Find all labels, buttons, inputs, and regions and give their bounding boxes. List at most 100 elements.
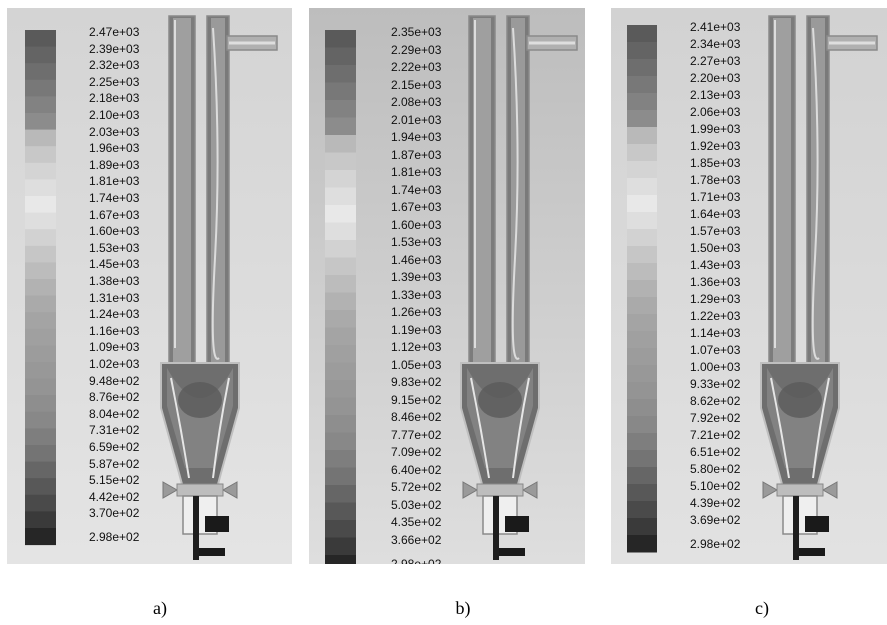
legend-swatch	[627, 331, 657, 349]
legend-tick-label: 2.47e+03	[89, 25, 140, 39]
legend-tick-label: 1.45e+03	[89, 257, 140, 272]
legend-swatch	[25, 478, 56, 496]
legend-swatch	[627, 76, 657, 94]
reactor-geometry	[460, 15, 578, 560]
legend-swatch	[627, 365, 657, 383]
legend-swatch	[25, 428, 56, 446]
legend-tick-label: 2.10e+03	[89, 108, 140, 122]
legend-tick-label: 6.40e+02	[391, 462, 442, 477]
contour-plot-a	[7, 8, 292, 564]
legend-swatch	[627, 501, 657, 519]
legend-tick-label: 1.99e+03	[690, 122, 741, 136]
legend-tick-label: 5.72e+02	[391, 480, 442, 494]
legend-tick-label: 8.76e+02	[89, 390, 140, 405]
legend-tick-label: 9.15e+02	[391, 392, 442, 407]
legend-tick-label: 2.06e+03	[690, 105, 741, 119]
legend-tick-label: 1.24e+03	[89, 307, 140, 322]
legend-tick-label: 1.78e+03	[690, 173, 741, 187]
legend-tick-label: 2.15e+03	[391, 77, 442, 92]
contour-panel-b: 2.35e+03 2.29e+03 2.22e+03 2.15e+03 2.08e+03…	[309, 8, 585, 564]
legend-tick-label: 7.21e+02	[690, 428, 741, 442]
legend-tick-label: 2.13e+03	[690, 88, 741, 102]
legend-tick-label: 7.09e+02	[391, 445, 442, 459]
legend-swatch	[325, 555, 356, 564]
legend-tick-label: 1.60e+03	[391, 217, 442, 232]
nozzle-left	[162, 481, 179, 499]
legend-swatch	[627, 535, 657, 553]
contour-panel-c: 2.41e+03 2.34e+03 2.27e+03 2.20e+03 2.13e+03…	[611, 8, 887, 564]
legend-swatch	[627, 246, 657, 264]
legend-tick-label: 2.39e+03	[89, 41, 140, 56]
legend-swatch	[627, 59, 657, 77]
legend-swatch	[25, 162, 56, 180]
legend-swatch	[325, 380, 356, 398]
legend-swatch	[627, 144, 657, 162]
legend-swatch	[325, 362, 356, 381]
legend-swatch	[325, 502, 356, 521]
legend-tick-label: 5.80e+02	[690, 462, 741, 476]
legend-swatch	[325, 310, 356, 328]
legend-swatch	[627, 195, 657, 213]
legend-tick-label: 1.60e+03	[89, 224, 140, 239]
contour-panel-a: 2.47e+03 2.39e+03 2.32e+03 2.25e+03 2.18e+03…	[7, 8, 292, 564]
legend-tick-label: 1.19e+03	[391, 322, 442, 337]
legend-swatch	[25, 395, 56, 413]
legend-swatch	[325, 432, 356, 451]
legend-swatch	[325, 292, 356, 311]
legend-tick-label: 1.74e+03	[391, 182, 442, 197]
legend-swatch	[325, 65, 356, 83]
feed-inlet-block	[805, 516, 829, 532]
legend-tick-label: 1.05e+03	[391, 357, 442, 372]
legend-tick-label: 1.26e+03	[391, 305, 442, 319]
legend-swatch	[25, 46, 56, 64]
legend-tick-label: 2.41e+03	[690, 20, 741, 34]
legend-tick-label: 1.16e+03	[89, 323, 140, 338]
legend-tick-label: 2.18e+03	[89, 91, 140, 106]
legend-tick-label: 5.03e+02	[391, 497, 442, 512]
legend-swatch	[325, 345, 356, 363]
legend-tick-label: 1.07e+03	[690, 343, 741, 357]
legend-tick-label: 1.67e+03	[89, 207, 140, 222]
legend-swatch	[325, 222, 356, 241]
legend-swatch	[325, 397, 356, 416]
nozzle-right	[221, 481, 238, 499]
legend-swatch	[627, 297, 657, 315]
feed-inlet-lower	[499, 548, 525, 556]
legend-tick-label: 5.87e+02	[89, 456, 140, 471]
legend-tick-label: 4.35e+02	[391, 515, 442, 529]
legend-swatch	[627, 416, 657, 434]
legend-tick-label: 1.36e+03	[690, 275, 741, 289]
legend-swatch	[627, 212, 657, 230]
legend-tick-label: 1.74e+03	[89, 191, 140, 205]
legend-tick-label: 1.31e+03	[89, 290, 140, 305]
feed-pipe	[493, 496, 499, 560]
legend-swatch	[25, 79, 56, 97]
legend-tick-label: 1.50e+03	[690, 241, 741, 255]
legend-swatch	[25, 362, 56, 380]
legend-tick-label: 1.57e+03	[690, 224, 741, 238]
feed-inlet-lower	[199, 548, 225, 556]
legend-swatch	[325, 100, 356, 118]
legend-tick-label: 1.46e+03	[391, 252, 442, 267]
legend-swatch	[25, 461, 56, 479]
legend-swatch	[325, 82, 356, 101]
legend-swatch	[325, 450, 356, 468]
legend-tick-label: 1.81e+03	[391, 165, 442, 179]
legend-tick-label: 1.02e+03	[89, 357, 140, 371]
legend-tick-label: 1.92e+03	[690, 139, 741, 153]
legend-swatch	[25, 445, 56, 463]
legend-tick-label: 1.12e+03	[391, 340, 442, 354]
nozzle-left	[462, 481, 479, 499]
legend-swatch	[325, 117, 356, 136]
nozzle-right	[821, 481, 838, 499]
legend-swatch	[25, 312, 56, 330]
legend-swatch	[325, 47, 356, 66]
legend-tick-label: 5.10e+02	[690, 479, 741, 493]
legend-swatch	[627, 518, 657, 536]
legend-swatch	[627, 314, 657, 332]
legend-tick-label: 6.59e+02	[89, 440, 140, 454]
legend-tick-label: 1.53e+03	[89, 240, 140, 255]
legend-tick-label: 1.14e+03	[690, 326, 741, 340]
legend-swatch	[25, 179, 56, 197]
legend-swatch	[25, 378, 56, 396]
